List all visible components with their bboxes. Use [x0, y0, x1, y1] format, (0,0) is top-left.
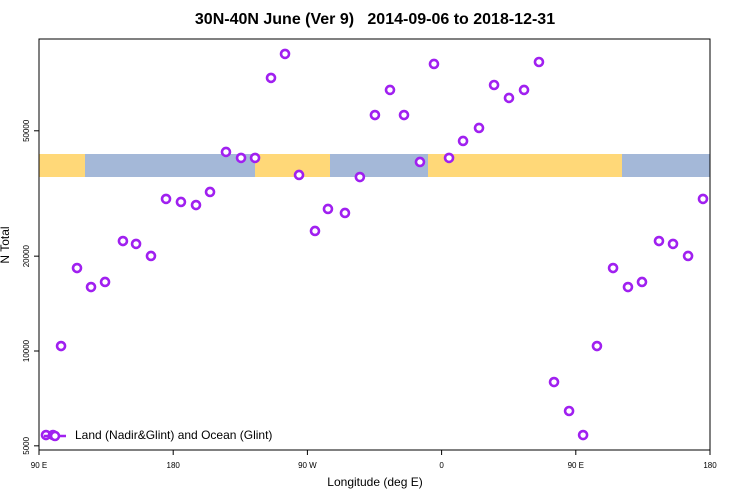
- point: [293, 169, 305, 181]
- point: [235, 152, 247, 164]
- y-axis-label: N Total: [0, 226, 12, 263]
- legend-marker: [49, 430, 61, 442]
- point: [71, 262, 83, 274]
- point: [99, 276, 111, 288]
- point: [322, 203, 334, 215]
- point: [265, 72, 277, 84]
- point: [145, 250, 157, 262]
- point: [249, 152, 261, 164]
- point: [190, 199, 202, 211]
- point: [117, 235, 129, 247]
- x-axis-label: Longitude (deg E): [327, 475, 422, 489]
- point: [204, 186, 216, 198]
- point: [667, 238, 679, 250]
- x-tick-label: 0: [439, 461, 444, 470]
- point: [220, 146, 232, 158]
- point: [488, 79, 500, 91]
- point: [548, 376, 560, 388]
- point: [414, 156, 426, 168]
- point: [653, 235, 665, 247]
- x-tick-label: 90 E: [31, 461, 47, 470]
- point: [563, 405, 575, 417]
- point: [309, 225, 321, 237]
- point: [533, 56, 545, 68]
- plot-frame: [38, 38, 711, 451]
- y-tick-label: 20000: [22, 244, 31, 267]
- x-tick-label: 90 W: [298, 461, 317, 470]
- x-tick-label: 180: [167, 461, 181, 470]
- chart-title: 30N-40N June (Ver 9) 2014-09-06 to 2018-…: [195, 11, 555, 28]
- point: [85, 281, 97, 293]
- point: [577, 429, 589, 441]
- y-tick-label: 10000: [22, 339, 31, 362]
- point: [398, 109, 410, 121]
- point: [175, 196, 187, 208]
- point: [518, 84, 530, 96]
- map-band: [39, 154, 710, 177]
- point: [622, 281, 634, 293]
- x-tick-label: 90 E: [568, 461, 584, 470]
- point: [503, 92, 515, 104]
- ocean: [330, 154, 428, 177]
- point: [457, 135, 469, 147]
- point: [443, 152, 455, 164]
- legend-label: Land (Nadir&Glint) and Ocean (Glint): [75, 428, 272, 442]
- point: [130, 238, 142, 250]
- point: [369, 109, 381, 121]
- point: [697, 193, 709, 205]
- point: [354, 171, 366, 183]
- point: [473, 122, 485, 134]
- x-tick-label: 180: [703, 461, 717, 470]
- point: [428, 58, 440, 70]
- point: [591, 340, 603, 352]
- point: [607, 262, 619, 274]
- y-tick-label: 5000: [22, 436, 31, 454]
- point: [279, 48, 291, 60]
- point: [339, 207, 351, 219]
- y-tick-label: 50000: [22, 119, 31, 142]
- ocean: [85, 154, 255, 177]
- point: [384, 84, 396, 96]
- ocean: [622, 154, 710, 177]
- point: [55, 340, 67, 352]
- point: [682, 250, 694, 262]
- point: [160, 193, 172, 205]
- point: [636, 276, 648, 288]
